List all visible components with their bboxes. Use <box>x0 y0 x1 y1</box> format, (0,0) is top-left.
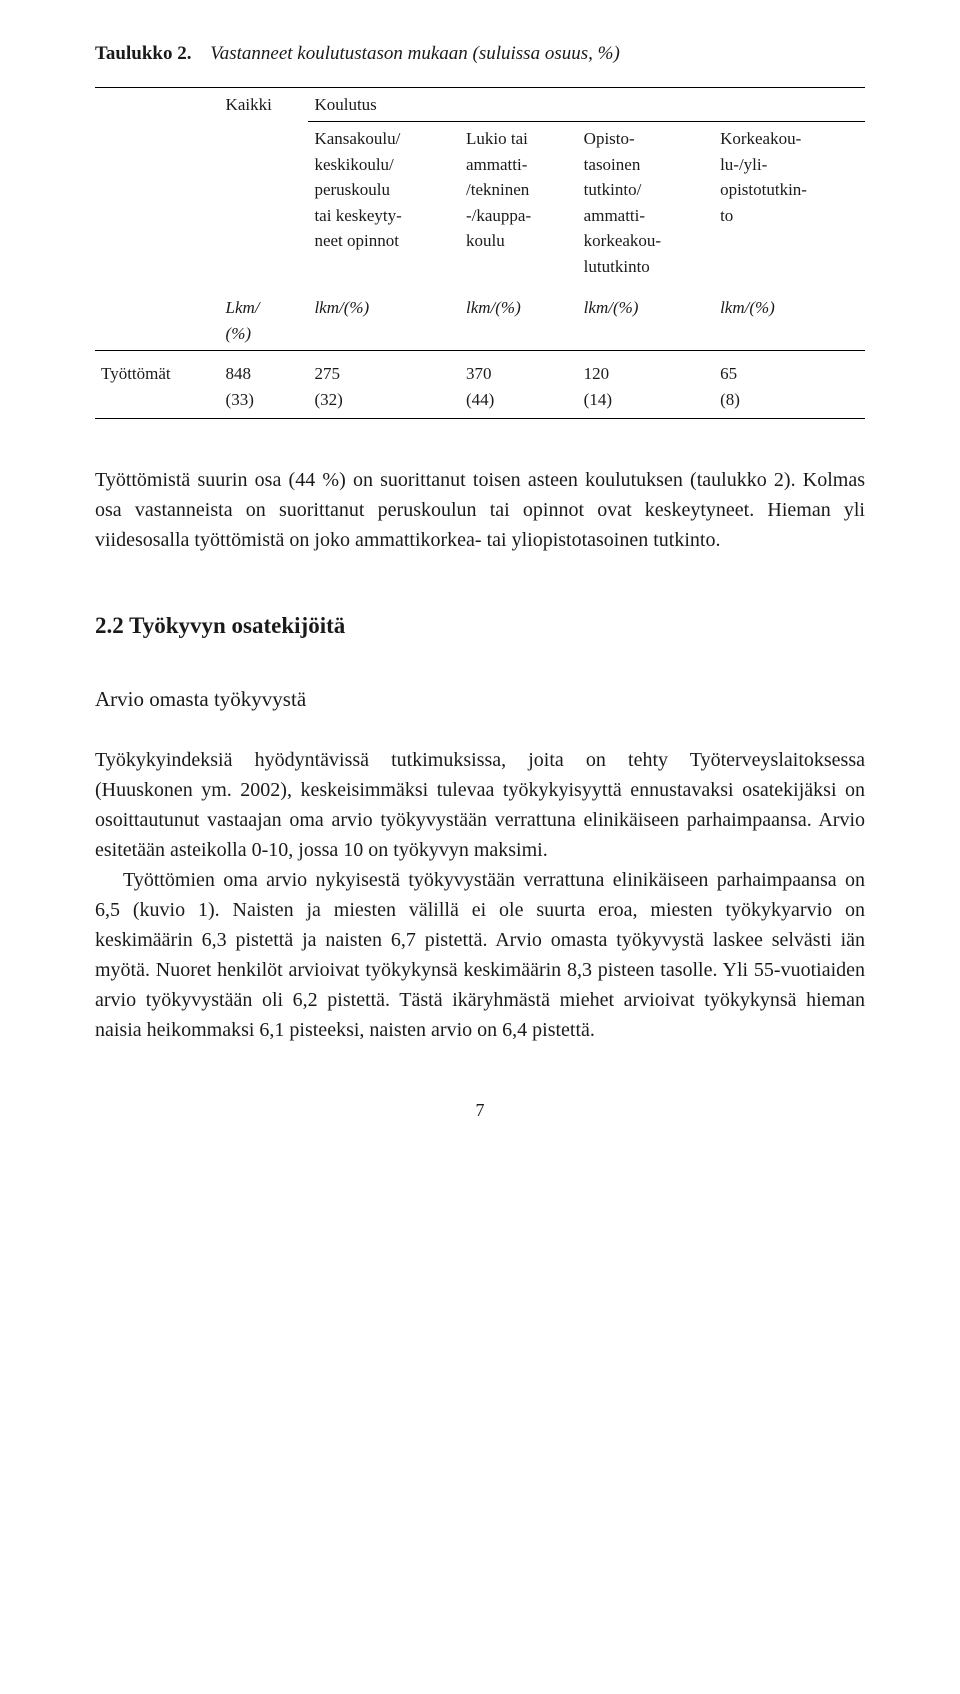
unit-c6: lkm/(%) <box>714 283 865 351</box>
table-row: Työttömät 848 (33) 275 (32) 370 (44) 120… <box>95 351 865 419</box>
col-h3: Kansakoulu/ keskikoulu/ peruskoulu tai k… <box>308 122 460 284</box>
row-c2: 848 (33) <box>220 351 309 419</box>
education-table: Kaikki Koulutus Kansakoulu/ keskikoulu/ … <box>95 87 865 420</box>
col-h5: Opisto- tasoinen tutkinto/ ammatti- kork… <box>578 122 714 284</box>
unit-c4: lkm/(%) <box>460 283 578 351</box>
subheading: Arvio omasta työkyvystä <box>95 684 865 716</box>
unit-c2: Lkm/ (%) <box>220 283 309 351</box>
row-c5: 120 (14) <box>578 351 714 419</box>
unit-c5: lkm/(%) <box>578 283 714 351</box>
paragraph-3: Työttömien oma arvio nykyisestä työkyvys… <box>95 865 865 1045</box>
col-koulutus: Koulutus <box>308 87 460 122</box>
paragraph-1: Työttömistä suurin osa (44 %) on suoritt… <box>95 465 865 555</box>
paragraph-2: Työkykyindeksiä hyödyntävissä tutkimuksi… <box>95 745 865 865</box>
col-kaikki: Kaikki <box>220 87 309 122</box>
col-h6: Korkeakou- lu-/yli- opistotutkin- to <box>714 122 865 284</box>
row-c4: 370 (44) <box>460 351 578 419</box>
table-desc: Vastanneet koulutustason mukaan (suluiss… <box>210 43 620 64</box>
col-h4: Lukio tai ammatti- /tekninen -/kauppa- k… <box>460 122 578 284</box>
row-c6: 65 (8) <box>714 351 865 419</box>
row-label: Työttömät <box>95 351 220 419</box>
section-heading: 2.2 Työkyvyn osatekijöitä <box>95 609 865 644</box>
table-label: Taulukko 2. <box>95 43 191 64</box>
table-title: Taulukko 2. Vastanneet koulutustason muk… <box>95 40 865 69</box>
unit-c3: lkm/(%) <box>308 283 460 351</box>
row-c3: 275 (32) <box>308 351 460 419</box>
page-number: 7 <box>95 1097 865 1124</box>
